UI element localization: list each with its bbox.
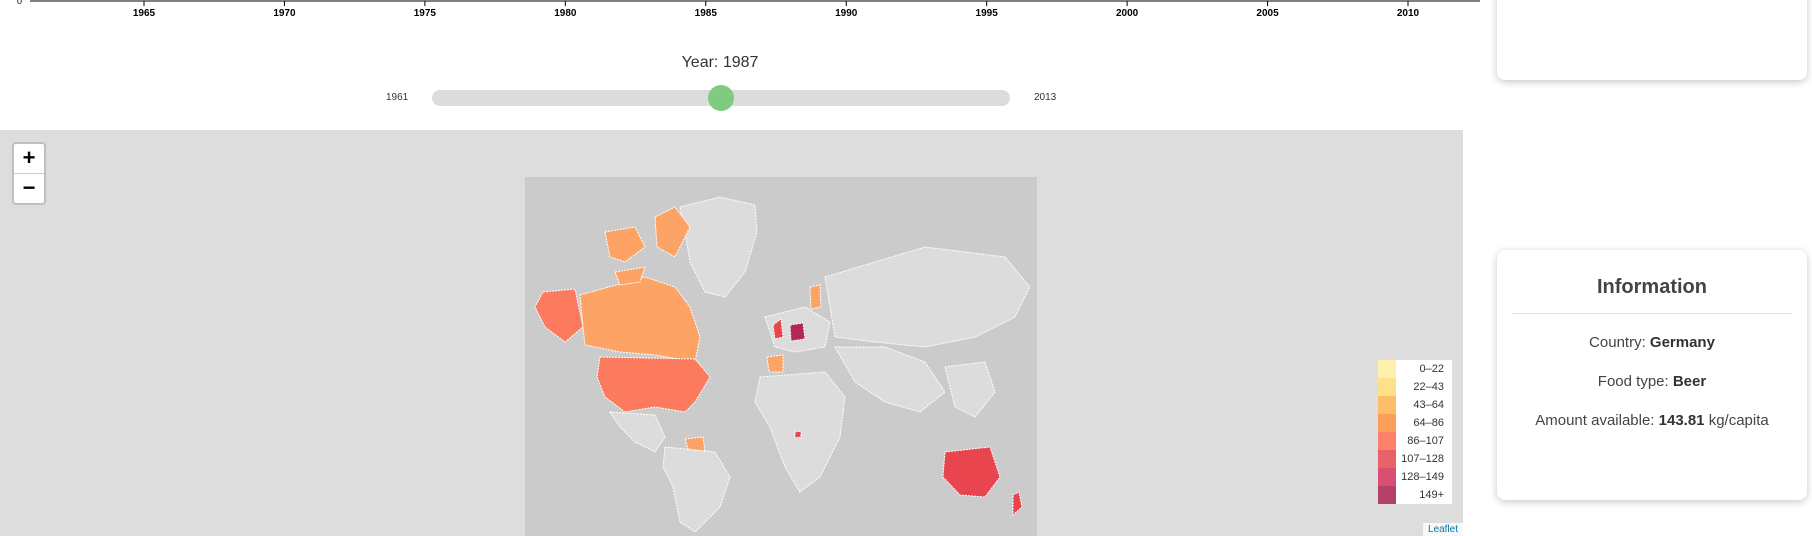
legend-swatch (1378, 432, 1396, 450)
legend-row: 107–128 (1378, 450, 1452, 468)
country-alaska (534, 288, 584, 343)
year-slider-knob[interactable] (708, 85, 734, 111)
zoom-in-button[interactable]: + (14, 144, 44, 174)
legend-label: 22–43 (1413, 381, 1444, 393)
timeline-tick-label: 1985 (695, 8, 718, 19)
country-canada-islands (604, 206, 691, 286)
country-greenland (679, 196, 758, 298)
country-spain (766, 354, 784, 373)
country-australia (942, 446, 1001, 498)
legend-label: 149+ (1419, 489, 1444, 501)
timeline-axis: 0 1965 1970 1975 1980 1985 1990 1995 2000 2005 201… (0, 0, 1480, 26)
amount-value: 143.81 (1658, 412, 1705, 429)
legend-label: 128–149 (1401, 471, 1444, 483)
country-finland (809, 284, 822, 310)
country-canada (579, 276, 701, 363)
country-line: Country: Germany (1497, 334, 1807, 351)
timeline-start-label: 0 (17, 0, 22, 6)
legend-swatch (1378, 450, 1396, 468)
top-card (1497, 0, 1807, 80)
amount-unit: kg/capita (1704, 412, 1769, 429)
legend-label: 86–107 (1407, 435, 1444, 447)
amount-line: Amount available: 143.81 kg/capita (1497, 412, 1807, 429)
map-legend: 0–22 22–43 43–64 64–86 86–107 107–128 128–149 1… (1378, 360, 1452, 504)
legend-row: 0–22 (1378, 360, 1452, 378)
main-panel: 0 1965 1970 1975 1980 1985 1990 1995 2000 2005 201… (0, 0, 1480, 536)
country-southeast-asia (944, 361, 996, 418)
timeline-tick-label: 2005 (1256, 8, 1279, 19)
legend-label: 0–22 (1419, 363, 1444, 375)
information-title: Information (1511, 276, 1793, 314)
legend-row: 22–43 (1378, 378, 1452, 396)
legend-swatch (1378, 378, 1396, 396)
legend-swatch (1378, 396, 1396, 414)
legend-swatch (1378, 360, 1396, 378)
legend-label: 107–128 (1401, 453, 1444, 465)
information-card: Information Country: Germany Food type: … (1497, 250, 1807, 500)
country-south-america (662, 446, 731, 533)
legend-row: 149+ (1378, 486, 1452, 504)
food-type-line: Food type: Beer (1497, 373, 1807, 390)
legend-row: 86–107 (1378, 432, 1452, 450)
amount-label: Amount available: (1535, 412, 1659, 429)
leaflet-attribution[interactable]: Leaflet (1422, 523, 1463, 536)
timeline-tick-label: 1980 (554, 8, 577, 19)
world-map[interactable]: + − (0, 130, 1463, 536)
timeline-tick-label: 1975 (414, 8, 437, 19)
country-south-asia (834, 346, 946, 413)
country-uk (772, 318, 784, 340)
slider-max-label: 2013 (1034, 92, 1057, 103)
country-new-zealand (1012, 491, 1023, 517)
zoom-out-button[interactable]: − (22, 175, 36, 200)
timeline-tick-label: 1995 (976, 8, 999, 19)
world-countries-svg (534, 196, 1031, 533)
legend-label: 64–86 (1413, 417, 1444, 429)
legend-swatch (1378, 468, 1396, 486)
country-usa (596, 356, 711, 413)
slider-min-label: 1961 (386, 92, 409, 103)
food-type-label: Food type: (1597, 373, 1673, 390)
country-germany (789, 322, 806, 342)
map-tile[interactable] (525, 177, 1037, 536)
timeline-tick-label: 1970 (273, 8, 296, 19)
legend-label: 43–64 (1413, 399, 1444, 411)
legend-swatch (1378, 414, 1396, 432)
timeline-tick-label: 1990 (835, 8, 858, 19)
country-russia-asia (824, 246, 1031, 348)
timeline-tick-label: 1965 (133, 8, 156, 19)
country-label: Country: (1589, 334, 1650, 351)
legend-row: 64–86 (1378, 414, 1452, 432)
food-type-value: Beer (1672, 373, 1707, 390)
legend-row: 43–64 (1378, 396, 1452, 414)
legend-row: 128–149 (1378, 468, 1452, 486)
legend-swatch (1378, 486, 1396, 504)
zoom-control: + − (12, 142, 46, 205)
country-mexico (609, 411, 666, 453)
year-slider-area: Year: 1987 1961 2013 (0, 40, 1463, 120)
timeline-tick-label: 2000 (1116, 8, 1139, 19)
timeline-tick-label: 2010 (1397, 8, 1420, 19)
timeline-svg: 0 1965 1970 1975 1980 1985 1990 1995 2000 2005 201… (17, 0, 1480, 19)
year-label: Year: 1987 (681, 54, 759, 71)
country-gabon (794, 430, 802, 439)
country-value: Germany (1649, 334, 1715, 351)
